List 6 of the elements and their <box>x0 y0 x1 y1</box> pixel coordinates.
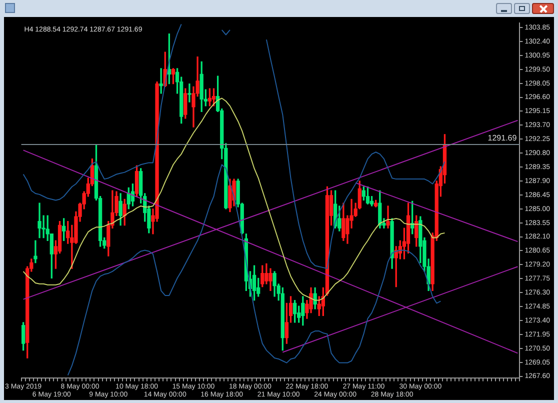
candlestick <box>188 83 192 102</box>
candlestick <box>159 68 163 94</box>
candlestick <box>386 206 390 228</box>
candlestick <box>38 202 42 238</box>
candlestick <box>34 240 38 264</box>
ref-line-label: 1291.69 <box>488 134 518 143</box>
